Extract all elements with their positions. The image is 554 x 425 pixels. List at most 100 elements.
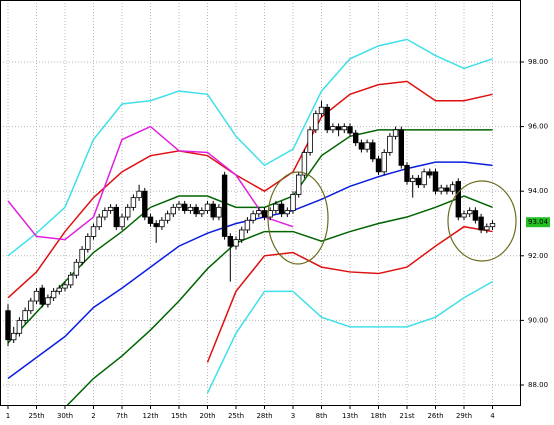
candle-body <box>96 216 102 228</box>
indicator-line <box>7 129 493 344</box>
candle-body <box>398 129 404 166</box>
candle-body <box>273 203 279 211</box>
x-tick-label: 29th <box>456 412 472 420</box>
candle-body <box>427 171 433 176</box>
candle-body <box>261 210 268 218</box>
candle-body <box>193 206 199 215</box>
candle-body <box>449 184 456 192</box>
candle-body <box>466 210 473 215</box>
candle-body <box>489 223 496 228</box>
candle-body <box>444 187 450 192</box>
candle-body <box>250 213 256 221</box>
candle-body <box>421 171 427 186</box>
candle-body <box>119 216 125 228</box>
candle-body <box>170 206 176 215</box>
y-tick-label: 96.00 <box>528 123 548 131</box>
candle-body <box>216 206 222 218</box>
candle-body <box>130 197 137 208</box>
x-tick-label: 21st <box>399 412 415 420</box>
x-tick-label: 25th <box>28 412 44 420</box>
x-tick-label: 7th <box>116 412 128 420</box>
candle-body <box>341 126 347 131</box>
candle-body <box>45 297 51 305</box>
x-tick-label: 12th <box>142 412 158 420</box>
candle-body <box>381 152 387 173</box>
indicator-line <box>7 38 493 257</box>
candle-body <box>68 274 74 286</box>
candle-body <box>73 261 80 276</box>
candle-body <box>387 135 393 153</box>
candle-body <box>221 174 228 237</box>
candle-body <box>159 219 165 228</box>
candle-body <box>404 164 410 182</box>
candle-body <box>187 206 194 211</box>
candle-body <box>39 287 45 305</box>
x-tick-label: 25th <box>228 412 244 420</box>
candle-body <box>181 203 188 211</box>
candle-body <box>375 158 382 173</box>
candle-body <box>10 332 17 341</box>
candle-body <box>295 174 302 195</box>
candle-body <box>307 129 313 153</box>
candle-body <box>50 290 57 299</box>
x-tick-label: 8th <box>316 412 328 420</box>
candle-body <box>330 126 336 131</box>
x-tick-label: 20th <box>199 412 215 420</box>
indicator-line <box>206 225 493 363</box>
candle-body <box>244 219 251 231</box>
candle-body <box>199 210 205 215</box>
y-tick-label: 90.00 <box>528 316 548 324</box>
x-tick-label: 1 <box>6 412 10 420</box>
candle-body <box>364 142 370 150</box>
y-tick-label: 88.00 <box>528 381 548 389</box>
axes: 88.00 90.00 92.00 94.00 96.00 98.00 1 25th 30th 2… <box>6 58 550 420</box>
annotation-circle <box>447 180 517 262</box>
candle-body <box>432 171 439 192</box>
last-price-label: 93.04 <box>528 218 549 226</box>
candle-body <box>318 106 325 115</box>
candle-body <box>79 248 85 263</box>
candle-body <box>22 310 28 321</box>
candle-body <box>256 210 262 215</box>
candle-body <box>56 287 62 292</box>
candle-body <box>153 223 159 228</box>
candle-body <box>62 284 68 289</box>
candle-body <box>484 226 490 231</box>
candle-body <box>107 206 114 211</box>
candle-body <box>125 206 131 218</box>
candle-body <box>176 203 182 208</box>
candle-body <box>16 319 23 334</box>
plot-frame <box>0 0 521 406</box>
x-tick-label: 30th <box>57 412 73 420</box>
indicator-line <box>66 195 493 405</box>
x-tick-label: 15th <box>171 412 187 420</box>
candle-body <box>233 239 239 247</box>
candle-body <box>352 132 359 144</box>
last-price-box <box>526 217 550 228</box>
candle-body <box>478 216 484 231</box>
indicator-line <box>7 161 493 380</box>
indicator-line <box>206 280 493 394</box>
candle-body <box>164 213 171 221</box>
candle-body <box>324 106 330 131</box>
candle-body <box>210 203 216 218</box>
candle-body <box>284 210 290 215</box>
candle-body <box>461 213 467 218</box>
candle-body <box>290 194 296 211</box>
candle-body <box>136 190 142 199</box>
candle-body <box>358 142 365 150</box>
candle-body <box>409 177 416 182</box>
x-tick-label: 18th <box>370 412 386 420</box>
y-tick-label: 98.00 <box>528 58 548 66</box>
candle-body <box>472 210 479 221</box>
x-tick-label: 28th <box>256 412 272 420</box>
candle-body <box>113 206 119 228</box>
indicator-line <box>7 125 294 241</box>
annotation-circle <box>267 171 329 265</box>
candle-body <box>33 290 40 302</box>
candle-body <box>301 152 308 176</box>
indicator-line <box>7 80 493 299</box>
candle-body <box>347 126 353 134</box>
